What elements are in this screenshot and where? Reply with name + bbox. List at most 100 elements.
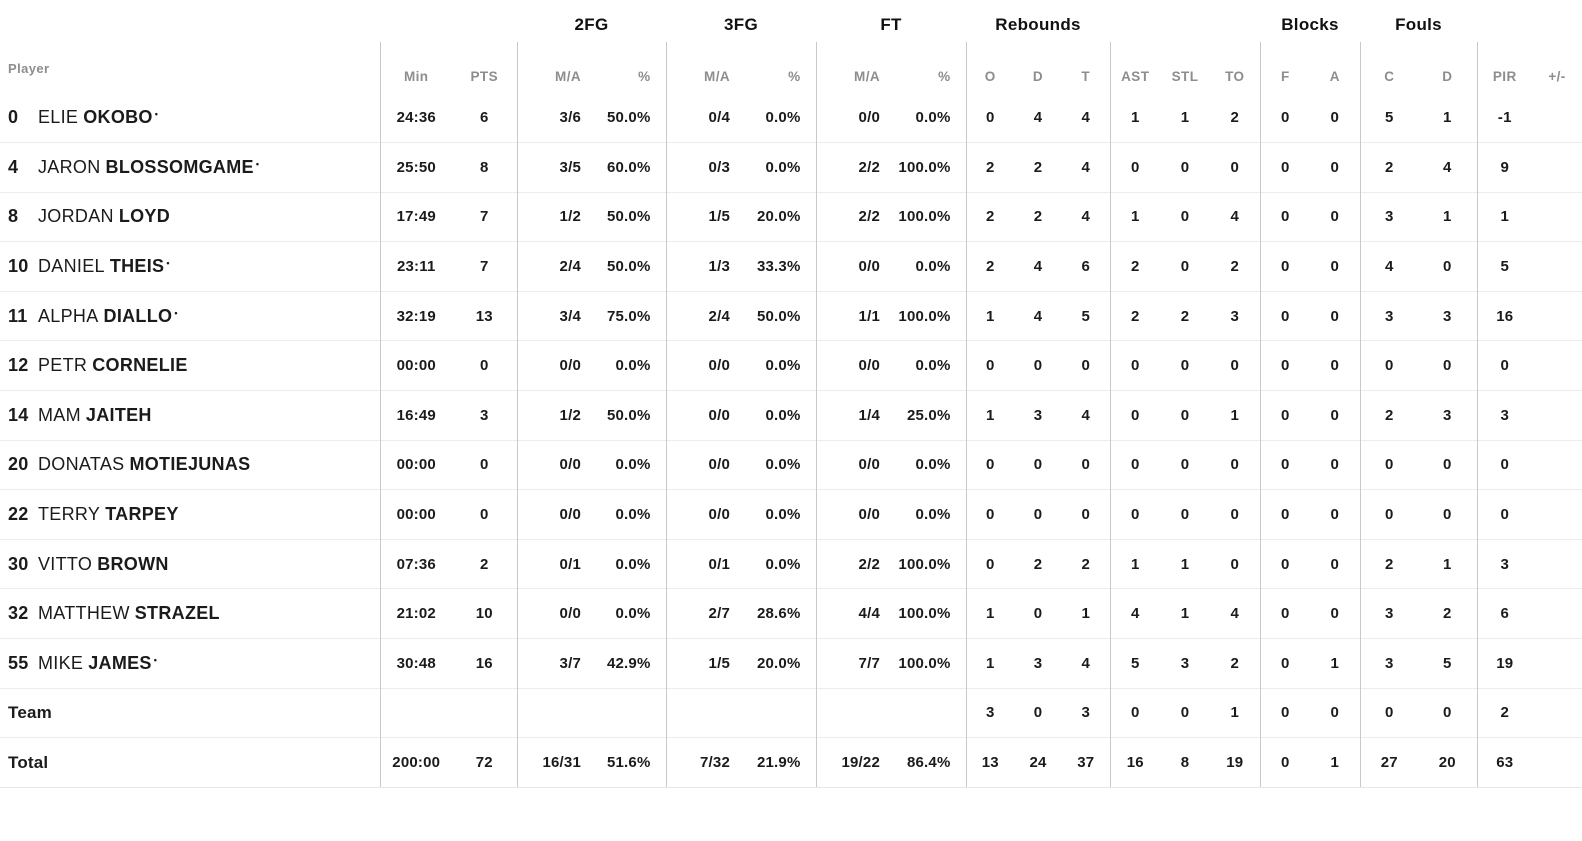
player-row[interactable]: 32 MATTHEW STRAZEL 21:02 10 0/0 0.0% 2/7 28.6% 4/… bbox=[0, 588, 1582, 639]
player-row[interactable]: 4 JARON BLOSSOMGAME • 25:50 8 3/5 60.0% 0/3 0.0% 2… bbox=[0, 142, 1582, 193]
stat-stl: 1 bbox=[1160, 538, 1211, 589]
column-header-ft-pct: % bbox=[938, 69, 951, 84]
column-header-stl: STL bbox=[1171, 69, 1199, 84]
player-row[interactable]: 22 TERRY TARPEY 00:00 0 0/0 0.0% 0/0 0.0% 0/0 0.0%… bbox=[0, 489, 1582, 540]
stat-pts: 6 bbox=[479, 109, 489, 127]
player-first-name: DANIEL bbox=[38, 256, 105, 277]
stat-ast: 1 bbox=[1109, 191, 1161, 242]
player-row[interactable]: 11 ALPHA DIALLO • 32:19 13 3/4 75.0% 2/4 50.0% 1/1… bbox=[0, 290, 1582, 341]
stat-2fg-pct: 0.0% bbox=[592, 588, 666, 639]
stat-3fg-ma: 1/5 bbox=[665, 638, 741, 689]
player-last-name: TARPEY bbox=[105, 504, 179, 525]
stat-2fg-pct: 0.0% bbox=[592, 489, 666, 540]
stat-plusminus bbox=[1532, 737, 1582, 788]
stat-reb-t: 4 bbox=[1062, 191, 1111, 242]
stat-3fg-pct: 50.0% bbox=[741, 290, 816, 341]
stat-3fg-ma: 0/1 bbox=[665, 538, 741, 589]
stat-pts: 16 bbox=[452, 638, 517, 689]
stat-2fg-ma bbox=[516, 687, 592, 738]
stat-pir: 2 bbox=[1476, 687, 1533, 738]
stat-reb-t: 4 bbox=[1062, 638, 1111, 689]
player-row[interactable]: 12 PETR CORNELIE 00:00 0 0/0 0.0% 0/0 0.0% 0/0 0.0… bbox=[0, 340, 1582, 391]
column-header-2fg-pct: % bbox=[638, 69, 651, 84]
stat-to: 1 bbox=[1210, 687, 1261, 738]
stat-blk-a: 0 bbox=[1310, 142, 1361, 193]
stat-foul-c: 3 bbox=[1359, 638, 1419, 689]
stat-foul-c: 5 bbox=[1359, 93, 1419, 143]
stat-reb-o: 13 bbox=[965, 737, 1014, 788]
stat-3fg-pct: 20.0% bbox=[741, 638, 816, 689]
stat-min: 24:36 bbox=[379, 93, 452, 143]
stat-reb-t: 4 bbox=[1062, 142, 1111, 193]
stat-foul-d: 20 bbox=[1418, 737, 1478, 788]
stat-min: 25:50 bbox=[379, 142, 452, 193]
stat-reb-o: 1 bbox=[965, 588, 1014, 639]
column-header-2fg-ma: M/A bbox=[516, 42, 592, 93]
stat-2fg-ma: 3/4 bbox=[516, 290, 592, 341]
stat-stl: 0 bbox=[1160, 340, 1211, 391]
stat-ft-ma: 19/22 bbox=[815, 737, 891, 788]
stat-pts: 7 bbox=[452, 241, 517, 292]
stat-reb-t: 3 bbox=[1062, 687, 1111, 738]
row-label-cell: Total bbox=[0, 737, 380, 788]
stat-min: 200:00 bbox=[379, 737, 452, 788]
player-row[interactable]: 30 VITTO BROWN 07:36 2 0/1 0.0% 0/1 0.0% 2/2 100.0… bbox=[0, 538, 1582, 589]
stat-2fg-pct: 0.0% bbox=[592, 340, 666, 391]
stat-ast: 2 bbox=[1109, 241, 1161, 292]
stat-min: 00:00 bbox=[379, 439, 452, 490]
stat-plusminus bbox=[1532, 588, 1582, 639]
stat-ast: 0 bbox=[1109, 489, 1161, 540]
player-name-cell: 55 MIKE JAMES • bbox=[0, 638, 380, 689]
stat-2fg-ma: 3/6 bbox=[516, 93, 592, 143]
player-row[interactable]: 0 ELIE OKOBO • 24:36 6 3/6 50.0% 0/4 0.0% 0/0 0.0% 0… bbox=[0, 93, 1582, 143]
stat-reb-o: 2 bbox=[965, 241, 1014, 292]
starter-marker-icon: • bbox=[174, 307, 178, 318]
stat-pir: 9 bbox=[1476, 142, 1533, 193]
stat-blk-f: 0 bbox=[1259, 737, 1311, 788]
column-header-row: Player Min PTS M/A % M/A % M/A % O D T A… bbox=[0, 42, 1582, 93]
stat-2fg-pct: 42.9% bbox=[592, 638, 666, 689]
stat-foul-c: 0 bbox=[1359, 687, 1419, 738]
row-label-cell: Team bbox=[0, 687, 380, 738]
stat-blk-f: 0 bbox=[1259, 93, 1311, 143]
stat-3fg-ma: 0/0 bbox=[665, 489, 741, 540]
stat-3fg-pct bbox=[741, 687, 816, 738]
starter-marker-icon: • bbox=[255, 158, 260, 169]
stat-to: 0 bbox=[1210, 439, 1261, 490]
player-row[interactable]: 10 DANIEL THEIS • 23:11 7 2/4 50.0% 1/3 33.3% 0/0 0… bbox=[0, 241, 1582, 292]
stat-foul-d: 0 bbox=[1418, 241, 1478, 292]
stat-2fg-ma: 0/1 bbox=[516, 538, 592, 589]
stat-reb-t: 5 bbox=[1062, 290, 1111, 341]
column-header-pir: PIR bbox=[1476, 42, 1533, 93]
stat-to: 1 bbox=[1210, 390, 1261, 441]
player-row[interactable]: 14 MAM JAITEH 16:49 3 1/2 50.0% 0/0 0.0% 1/4 25.0%… bbox=[0, 390, 1582, 441]
group-spacer bbox=[380, 0, 517, 42]
stat-blk-f: 0 bbox=[1259, 489, 1311, 540]
stat-pts: 13 bbox=[452, 290, 517, 341]
player-first-name: TERRY bbox=[38, 504, 101, 525]
stat-ft-pct: 86.4% bbox=[891, 737, 966, 788]
column-header-foul-c: C bbox=[1359, 42, 1419, 93]
stat-foul-c: 0 bbox=[1359, 489, 1419, 540]
stat-plusminus bbox=[1532, 538, 1582, 589]
group-header-ft: FT bbox=[880, 15, 902, 34]
stat-reb-t: 0 bbox=[1062, 489, 1111, 540]
total-row: Total 200:00 72 16/31 51.6% 7/32 21.9% 19/22 86.… bbox=[0, 737, 1582, 788]
team-row: Team 3 0 3 0 0 1 0 0 0 0 2 bbox=[0, 687, 1582, 738]
stat-3fg-ma bbox=[665, 687, 741, 738]
stat-blk-a: 0 bbox=[1310, 340, 1361, 391]
stat-reb-o: 0 bbox=[965, 538, 1014, 589]
player-number: 22 bbox=[8, 504, 29, 525]
column-header-blk-a: A bbox=[1329, 69, 1340, 84]
stat-min: 23:11 bbox=[379, 241, 452, 292]
group-header-blocks: Blocks bbox=[1281, 15, 1339, 34]
player-row[interactable]: 20 DONATAS MOTIEJUNAS 00:00 0 0/0 0.0% 0/0 0.0% 0… bbox=[0, 439, 1582, 490]
player-row[interactable]: 8 JORDAN LOYD 17:49 7 1/2 50.0% 1/5 20.0% 2/2 100.… bbox=[0, 191, 1582, 242]
stat-reb-o: 0 bbox=[965, 340, 1014, 391]
stat-foul-d: 4 bbox=[1418, 142, 1478, 193]
stat-foul-d: 2 bbox=[1418, 588, 1478, 639]
stat-3fg-ma: 7/32 bbox=[665, 737, 741, 788]
stat-ast: 16 bbox=[1109, 737, 1161, 788]
player-last-name: LOYD bbox=[118, 206, 171, 227]
player-row[interactable]: 55 MIKE JAMES • 30:48 16 3/7 42.9% 1/5 20.0% 7/7 10… bbox=[0, 638, 1582, 689]
